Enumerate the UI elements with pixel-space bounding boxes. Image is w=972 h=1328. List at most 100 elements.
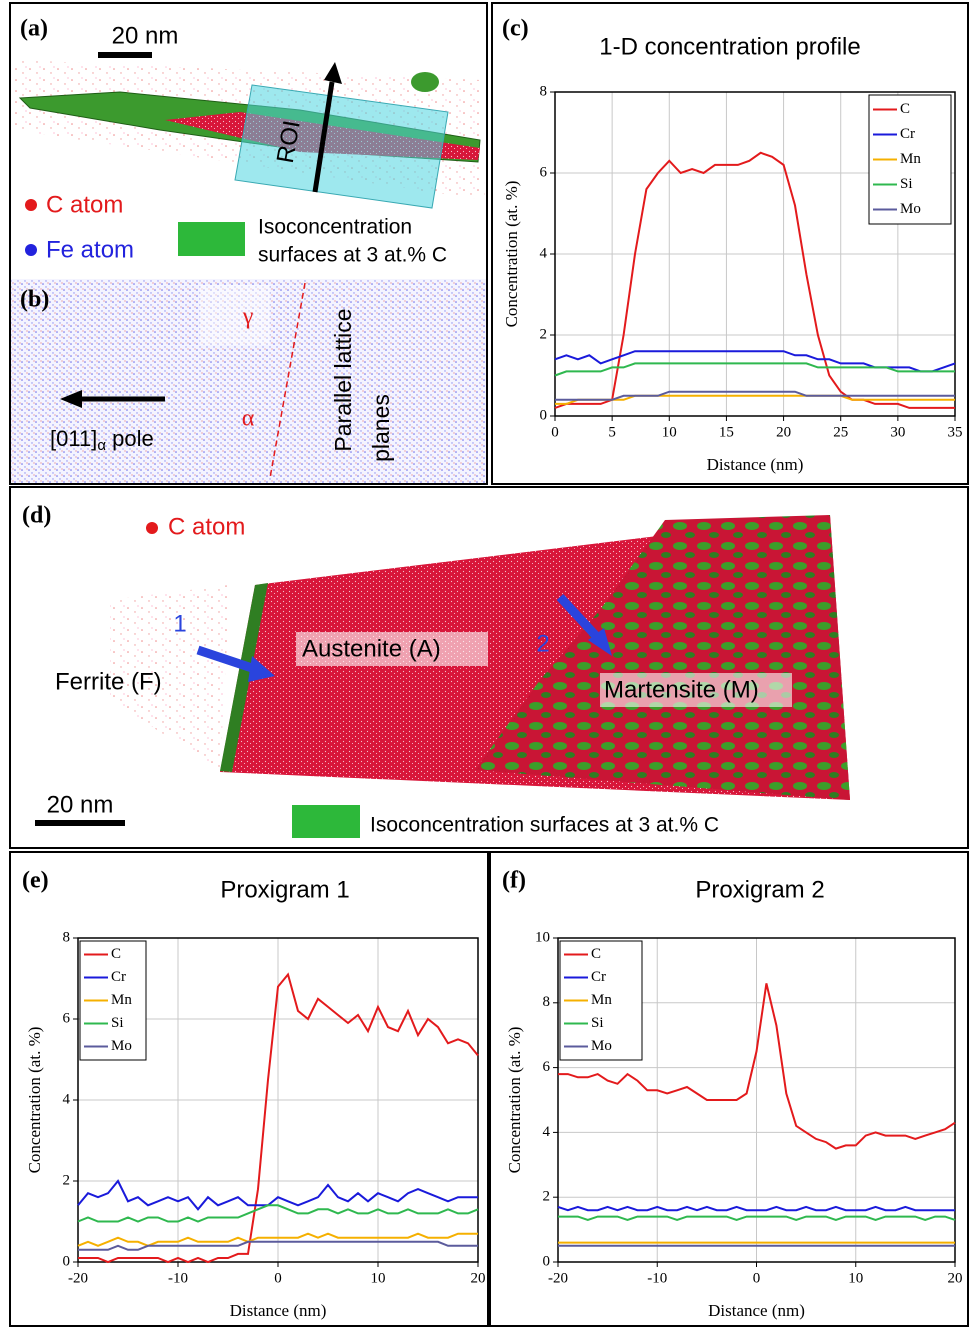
planes-label: planes [368,394,394,462]
panel-frame [491,2,969,485]
legend-label: Si [111,1015,124,1031]
marker-label: 1 [173,610,186,637]
pole-sub: α [97,437,106,454]
panel-d-image [35,515,850,838]
panel-frame [9,2,488,485]
series-line [78,1240,478,1251]
y-tick-label: 6 [63,1010,71,1026]
y-tick-label: 4 [543,1124,551,1140]
legend-label: Si [900,176,913,192]
plot-frame [554,91,956,417]
c-atom-label: C atom [46,191,123,218]
x-tick-label: 20 [776,424,791,440]
series-line [558,1215,956,1221]
x-tick-label: -20 [548,1270,568,1286]
ferrite-label: Ferrite (F) [55,668,162,695]
y-tick-label: 0 [543,1253,551,1269]
martensite-label: Martensite (M) [604,676,759,703]
x-tick-label: 15 [719,424,734,440]
x-tick-label: 20 [948,1270,963,1286]
series-line [554,362,955,377]
y-axis-label: Concentration (at. %) [502,181,521,328]
series-line [555,390,955,401]
pole-label: [011]α pole [50,426,154,454]
y-tick-label: 8 [540,83,548,99]
x-tick-label: 10 [371,1270,386,1286]
legend-label: Cr [111,969,126,985]
legend-label: Si [591,1015,604,1031]
panel-label: (c) [502,16,529,42]
fe-atom-label: Fe atom [46,236,134,263]
panel-label: (e) [22,868,49,894]
x-tick-label: 10 [848,1270,863,1286]
panel-frame [9,851,489,1327]
marker-label: 2 [536,630,549,657]
panel-frame [489,851,969,1327]
c-atom-label: C atom [168,513,245,540]
panel-label: (b) [20,287,49,313]
x-tick-label: 30 [890,424,905,440]
y-tick-label: 8 [63,929,71,945]
y-tick-label: 0 [63,1253,71,1269]
scale-bar-label: 20 nm [112,22,179,49]
plot-frame [77,937,479,1263]
series-line [558,983,956,1150]
pole-suffix: pole [106,426,154,451]
y-tick-label: 2 [540,326,548,342]
legend-label: Mo [900,201,921,217]
plot-frame [557,937,956,1263]
iso-label: surfaces at 3 at.% C [258,244,447,267]
x-tick-label: 0 [274,1270,282,1286]
chart-title: Proxigram 2 [695,876,824,903]
x-axis-label: Distance (nm) [230,1301,327,1320]
y-tick-label: 6 [540,164,548,180]
legend-label: Cr [900,126,915,142]
y-tick-label: 4 [540,245,548,261]
y-tick-label: 2 [543,1189,551,1205]
austenite-label: Austenite (A) [302,635,441,662]
iso-label: Isoconcentration surfaces at 3 at.% C [370,814,719,837]
legend-label: C [111,946,121,962]
legend-label: Mo [591,1038,612,1054]
x-tick-label: -20 [68,1270,88,1286]
y-axis-label: Concentration (at. %) [25,1027,44,1174]
legend-label: Mo [111,1038,132,1054]
legend-label: Mn [111,992,132,1008]
panel-frame [9,486,969,849]
x-tick-label: -10 [168,1270,188,1286]
x-axis-label: Distance (nm) [707,455,804,474]
series-line [557,1205,955,1212]
x-tick-label: 35 [948,424,963,440]
legend-label: Mn [591,992,612,1008]
x-tick-label: 10 [662,424,677,440]
y-axis-label: Concentration (at. %) [505,1027,524,1174]
series-line [77,1179,478,1211]
legend-label: C [591,946,601,962]
planes-label: Parallel lattice [330,308,356,451]
gamma-label: γ [242,304,254,330]
y-tick-label: 6 [543,1059,551,1075]
legend-label: Cr [591,969,606,985]
panel-label: (f) [502,868,526,894]
x-tick-label: 25 [833,424,848,440]
y-tick-label: 0 [540,407,548,423]
y-tick-label: 2 [63,1172,71,1188]
x-tick-label: -10 [647,1270,667,1286]
legend-label: C [900,101,910,117]
x-tick-label: 0 [551,424,559,440]
scale-bar-label: 20 nm [47,791,114,818]
y-tick-label: 4 [63,1091,71,1107]
panel-a-image [15,52,485,256]
y-tick-label: 8 [543,994,551,1010]
legend-label: Mn [900,151,921,167]
y-tick-label: 10 [535,929,550,945]
x-tick-label: 5 [608,424,616,440]
x-tick-label: 0 [753,1270,761,1286]
series-line [78,972,479,1264]
alpha-label: α [242,406,255,432]
chart-title: Proxigram 1 [220,876,349,903]
panel-label: (d) [22,503,51,529]
series-line [555,394,955,405]
chart-title: 1-D concentration profile [599,33,860,60]
